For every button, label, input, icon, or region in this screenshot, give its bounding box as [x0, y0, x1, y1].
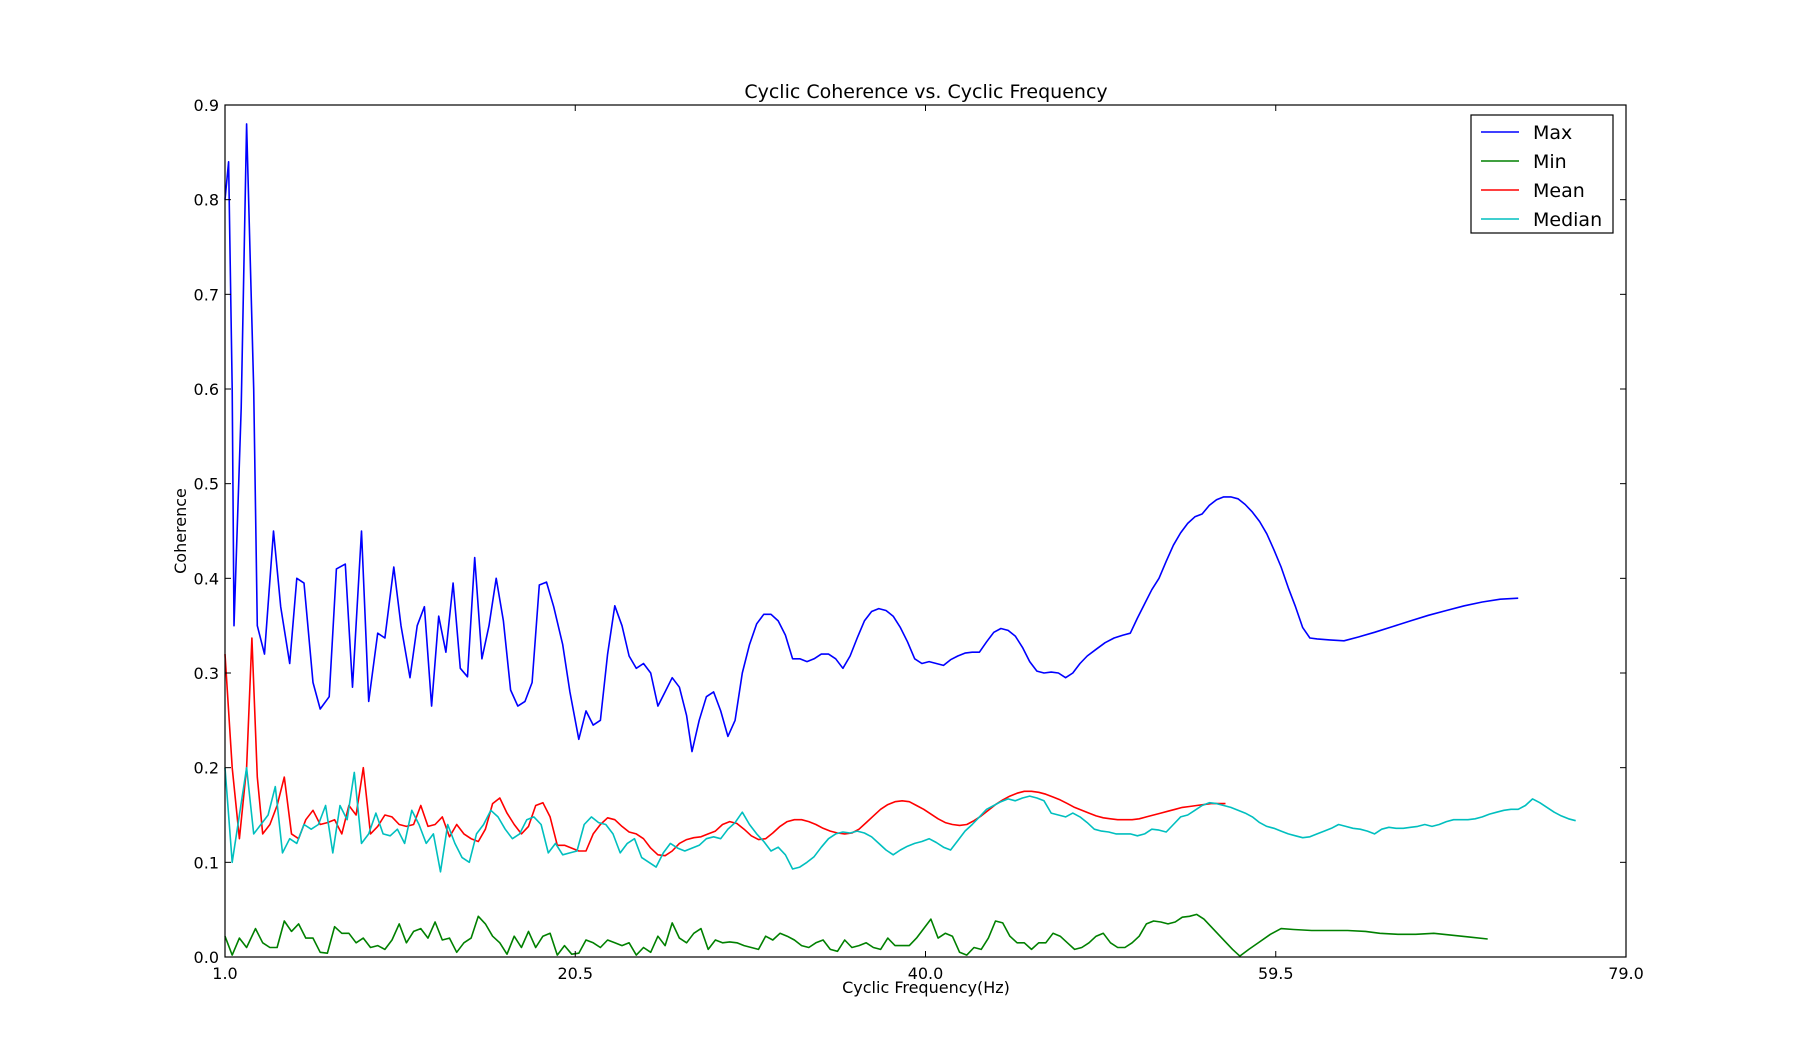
- x-tick-label: 1.0: [212, 964, 237, 983]
- y-tick-label: 0.0: [194, 948, 219, 967]
- y-tick-label: 0.9: [194, 96, 219, 115]
- y-tick-label: 0.2: [194, 759, 219, 778]
- x-tick-label: 40.0: [908, 964, 944, 983]
- legend-label-min: Min: [1533, 151, 1567, 173]
- series-line-median: [224, 766, 1576, 873]
- series-line-min: [224, 913, 1488, 957]
- chart-title: Cyclic Coherence vs. Cyclic Frequency: [744, 81, 1107, 103]
- legend-label-max: Max: [1533, 122, 1572, 144]
- series-line-mean: [224, 637, 1226, 857]
- y-tick-label: 0.8: [194, 191, 219, 210]
- y-tick-label: 0.1: [194, 853, 219, 872]
- x-tick-label: 79.0: [1608, 964, 1644, 983]
- x-tick-label: 59.5: [1258, 964, 1294, 983]
- series-line-max: [224, 123, 1519, 753]
- y-tick-label: 0.7: [194, 285, 219, 304]
- legend-label-mean: Mean: [1533, 180, 1585, 202]
- legend-box: [1470, 114, 1614, 234]
- y-tick-label: 0.6: [194, 380, 219, 399]
- y-tick-label: 0.3: [194, 664, 219, 683]
- series-layer: [224, 123, 1576, 957]
- x-axis-label: Cyclic Frequency(Hz): [842, 978, 1010, 997]
- x-tick-label: 20.5: [557, 964, 593, 983]
- legend-label-median: Median: [1533, 209, 1602, 231]
- y-axis-label: Coherence: [171, 488, 190, 574]
- axis-layer: 1.0 20.5 40.0 59.5 79.0 0.0 0.1 0.2 0.3 0.4 0.5 0.6…: [194, 96, 1644, 983]
- legend: Max Min Mean Median: [1470, 114, 1614, 234]
- y-tick-label: 0.4: [194, 569, 219, 588]
- y-tick-label: 0.5: [194, 475, 219, 494]
